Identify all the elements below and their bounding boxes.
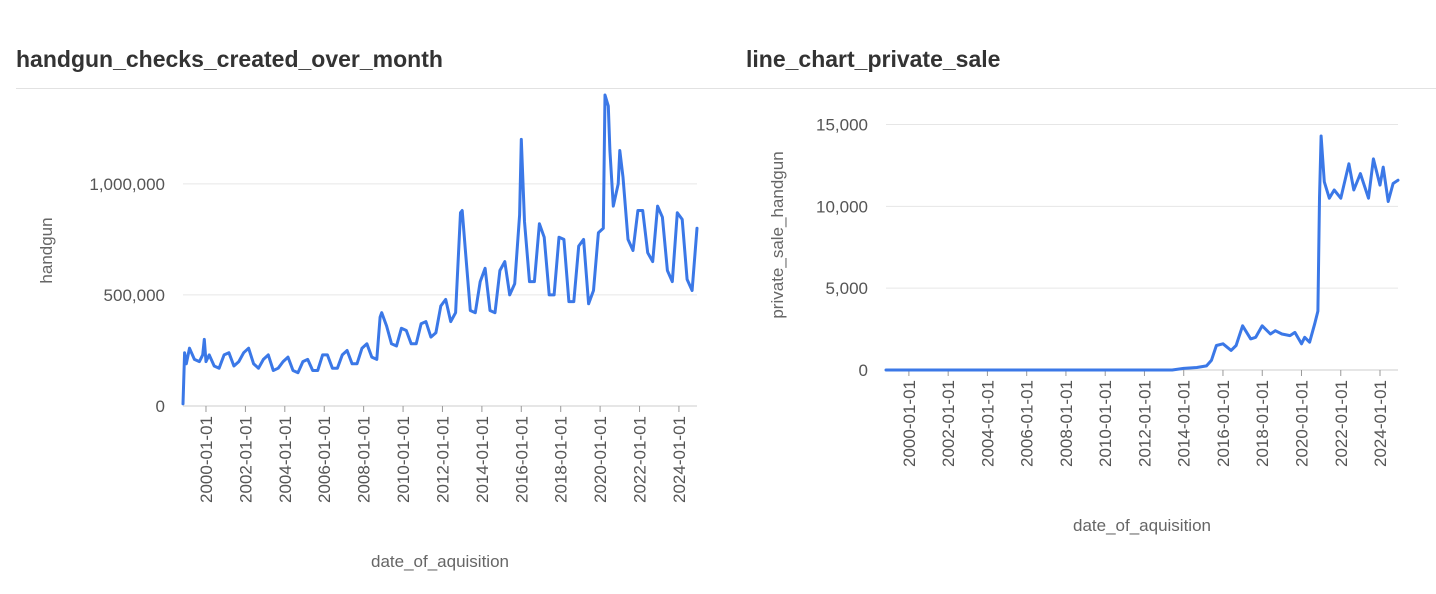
y-tick-label: 5,000 (825, 279, 868, 298)
x-tick-label: 2006-01-01 (1018, 380, 1037, 467)
x-tick-label: 2002-01-01 (939, 380, 958, 467)
y-tick-label: 0 (859, 361, 868, 380)
y-tick-label: 10,000 (816, 197, 868, 216)
x-tick-label: 2004-01-01 (978, 380, 997, 467)
x-tick-label: 2014-01-01 (1175, 380, 1194, 467)
x-axis-title: date_of_aquisition (1073, 516, 1211, 535)
x-tick-label: 2000-01-01 (900, 380, 919, 467)
x-tick-label: 2024-01-01 (1371, 380, 1390, 467)
x-tick-label: 2012-01-01 (1135, 380, 1154, 467)
series-line (886, 136, 1398, 370)
x-tick-label: 2020-01-01 (1292, 380, 1311, 467)
x-tick-label: 2022-01-01 (1332, 380, 1351, 467)
x-tick-label: 2008-01-01 (1057, 380, 1076, 467)
y-axis-title: private_sale_handgun (768, 151, 787, 318)
x-tick-label: 2018-01-01 (1253, 380, 1272, 467)
x-tick-label: 2010-01-01 (1096, 380, 1115, 467)
x-tick-label: 2016-01-01 (1214, 380, 1233, 467)
y-tick-label: 15,000 (816, 116, 868, 135)
